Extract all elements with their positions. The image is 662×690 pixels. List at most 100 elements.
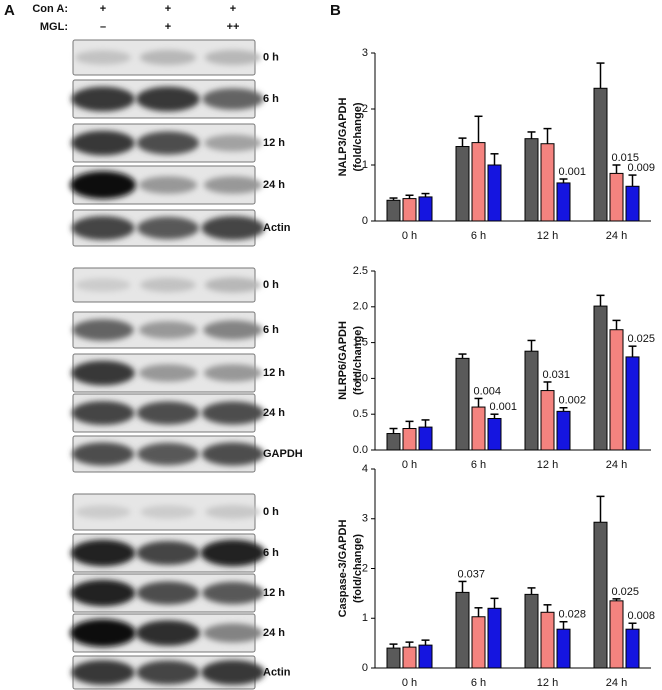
treatment-mark: + xyxy=(165,21,171,33)
blot-band xyxy=(140,277,196,293)
blot-band xyxy=(71,360,135,386)
y-tick-label: 0.5 xyxy=(353,408,368,420)
x-tick-label: 6 h xyxy=(471,677,486,689)
p-value: 0.031 xyxy=(543,369,571,381)
blot-band xyxy=(70,539,136,567)
bar xyxy=(593,521,608,669)
p-value: 0.025 xyxy=(628,333,656,345)
blot-band xyxy=(75,278,131,292)
y-tick-label: 1 xyxy=(362,159,368,171)
blot-label: 12 h xyxy=(263,137,285,149)
bar xyxy=(556,410,571,451)
y-axis-label: NLRP6/GAPDH xyxy=(337,321,349,400)
p-value: 0.009 xyxy=(628,162,656,174)
blot-band xyxy=(71,86,135,112)
x-tick-label: 12 h xyxy=(537,677,558,689)
blot-band xyxy=(136,660,200,685)
bar xyxy=(609,329,624,451)
blot-band xyxy=(136,581,200,605)
bar xyxy=(524,138,539,222)
y-tick-label: 0.0 xyxy=(353,444,368,456)
y-axis-label: (fold/change) xyxy=(352,102,364,171)
blot-band xyxy=(205,505,261,519)
bar xyxy=(455,357,470,451)
y-tick-label: 1 xyxy=(362,612,368,624)
bar xyxy=(556,182,571,222)
blot-label: 24 h xyxy=(263,627,285,639)
panel-label: A xyxy=(4,2,15,19)
p-value: 0.037 xyxy=(458,568,486,580)
blot-band xyxy=(136,131,200,155)
bar xyxy=(487,164,502,222)
bar xyxy=(556,628,571,669)
blot-band xyxy=(136,86,200,112)
x-tick-label: 0 h xyxy=(402,677,417,689)
p-value: 0.001 xyxy=(490,401,518,413)
bar xyxy=(625,628,640,669)
blot-band xyxy=(71,130,135,156)
blot-label: 12 h xyxy=(263,367,285,379)
y-tick-label: 0 xyxy=(362,215,368,227)
bar xyxy=(593,305,608,451)
blot-label: 24 h xyxy=(263,407,285,419)
blot-band xyxy=(200,539,266,567)
blot-band xyxy=(136,401,200,425)
blot-band xyxy=(201,216,265,240)
bar xyxy=(524,593,539,669)
y-tick-label: 0 xyxy=(362,662,368,674)
blot-label: Actin xyxy=(263,222,291,234)
bar xyxy=(418,426,433,451)
blot-band xyxy=(203,320,263,340)
x-tick-label: 6 h xyxy=(471,230,486,242)
x-tick-label: 0 h xyxy=(402,230,417,242)
bar xyxy=(402,198,417,222)
p-value: 0.001 xyxy=(559,166,587,178)
blot-band xyxy=(137,216,199,240)
y-tick-label: 2 xyxy=(362,562,368,574)
bar xyxy=(402,428,417,451)
blot-band xyxy=(203,623,263,643)
blot-band xyxy=(71,442,135,466)
blot-band xyxy=(70,579,136,607)
blot-band xyxy=(138,321,198,339)
bar xyxy=(625,356,640,451)
p-value: 0.028 xyxy=(559,609,587,621)
y-tick-label: 3 xyxy=(362,47,368,59)
blot-label: Actin xyxy=(263,666,291,678)
blot-band xyxy=(75,505,131,519)
treatment-mark: + xyxy=(100,3,106,15)
bar xyxy=(471,406,486,451)
p-value: 0.002 xyxy=(559,395,587,407)
blot-band xyxy=(203,364,263,382)
p-value: 0.008 xyxy=(628,610,656,622)
x-tick-label: 12 h xyxy=(537,230,558,242)
row-header: Con A: xyxy=(32,3,68,15)
x-tick-label: 24 h xyxy=(606,677,627,689)
blot-label: 0 h xyxy=(263,279,279,291)
bar xyxy=(418,644,433,669)
treatment-mark: – xyxy=(100,21,106,33)
blot-label: 6 h xyxy=(263,93,279,105)
bar xyxy=(609,172,624,222)
y-tick-label: 2.0 xyxy=(353,301,368,313)
treatment-mark: + xyxy=(230,3,236,15)
blot-band xyxy=(138,176,198,194)
blot-band xyxy=(203,176,263,194)
y-tick-label: 4 xyxy=(362,463,368,475)
blot-band xyxy=(137,442,199,466)
blot-label: 6 h xyxy=(263,324,279,336)
blot-band xyxy=(70,619,136,647)
bar xyxy=(386,199,401,222)
blot-band xyxy=(202,88,264,110)
blot-band xyxy=(70,171,136,199)
blot-band xyxy=(202,581,264,605)
bar xyxy=(402,646,417,669)
blot-band xyxy=(136,541,200,565)
treatment-mark: + xyxy=(165,3,171,15)
bar xyxy=(471,616,486,669)
p-value: 0.015 xyxy=(612,152,640,164)
x-tick-label: 12 h xyxy=(537,459,558,471)
blot-band xyxy=(139,49,197,66)
bar xyxy=(524,350,539,451)
bar xyxy=(386,647,401,669)
